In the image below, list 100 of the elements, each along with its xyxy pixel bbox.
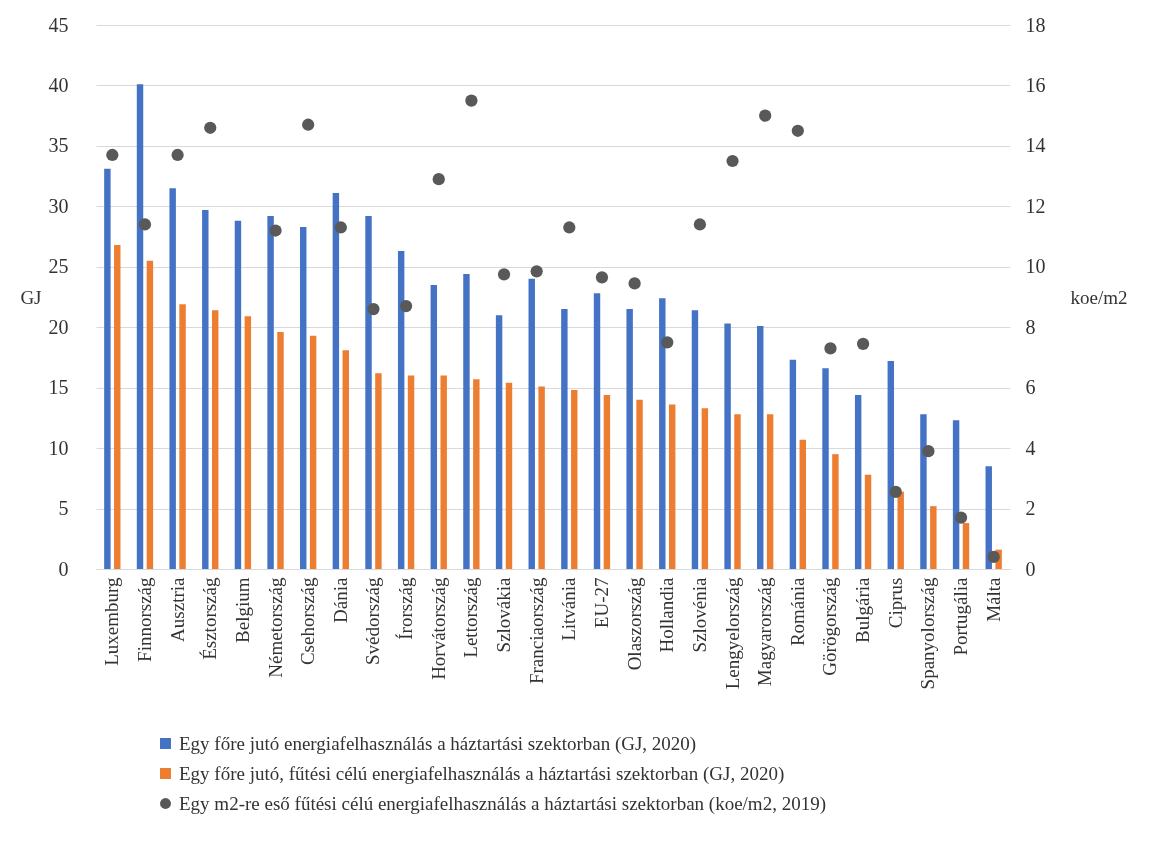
bar: [757, 326, 764, 569]
point: [399, 299, 413, 313]
x-tick-label: Németország: [264, 577, 286, 678]
y2-tick-label: 6: [1025, 376, 1036, 399]
y2-tick-label: 12: [1025, 194, 1046, 217]
x-tick-label: Lengyelország: [721, 577, 743, 690]
point: [661, 336, 674, 349]
y2-tick-label: 10: [1025, 255, 1046, 278]
point: [530, 265, 543, 278]
x-tick-label: Görögország: [819, 577, 841, 676]
bar: [603, 394, 611, 569]
point: [334, 221, 347, 234]
bar: [930, 506, 937, 569]
x-tick-label: Spanyolország: [917, 577, 939, 690]
y-tick-label: 45: [48, 13, 69, 36]
point: [759, 109, 772, 122]
point: [269, 224, 282, 237]
bar: [789, 359, 797, 569]
bar: [636, 399, 643, 569]
point: [922, 445, 935, 458]
bar: [528, 278, 535, 569]
bar: [169, 188, 176, 569]
point: [367, 302, 380, 316]
point: [595, 271, 609, 284]
bar: [538, 386, 545, 569]
bar: [440, 375, 447, 569]
x-tick-label: Luxemburg: [101, 577, 123, 666]
point: [824, 342, 837, 355]
x-tick-label: Dánia: [329, 576, 351, 623]
bar: [897, 491, 904, 569]
point: [106, 148, 119, 162]
y2-tick-label: 4: [1025, 436, 1036, 459]
bar: [832, 454, 839, 569]
point: [171, 148, 184, 162]
x-tick-label: Horvátország: [427, 577, 449, 680]
x-tick-label: Bulgária: [852, 576, 874, 643]
bar: [473, 379, 480, 569]
point: [465, 94, 478, 107]
x-tick-label: EU-27: [590, 577, 612, 629]
x-tick-label: Portugália: [950, 576, 972, 656]
x-tick-label: Ciprus: [884, 577, 906, 629]
bar: [430, 284, 438, 569]
y-tick-label: 0: [58, 557, 69, 580]
point: [856, 337, 870, 350]
point: [889, 485, 902, 499]
x-tick-label: Franciaország: [525, 577, 547, 685]
bar: [505, 382, 513, 569]
y2-tick-label: 14: [1025, 134, 1046, 157]
y2-tick-label: 2: [1025, 497, 1036, 520]
y2-tick-label: 18: [1025, 13, 1046, 36]
y-tick-label: 15: [48, 376, 69, 399]
bar: [561, 309, 568, 569]
bar: [593, 293, 601, 569]
y-tick-label: 35: [48, 134, 69, 157]
bar: [375, 373, 382, 569]
bar: [104, 168, 111, 569]
bar: [799, 439, 806, 569]
bar: [822, 368, 829, 569]
bar: [309, 335, 317, 569]
point: [497, 268, 511, 281]
y-tick-label: 40: [48, 73, 69, 96]
bar: [277, 332, 284, 569]
bar: [659, 298, 666, 569]
legend-label: Egy m2-re eső fűtési célú energiafelhasználás a háztartási szektorban (koe/m2, 2019): [179, 792, 826, 815]
x-tick-label: Szlovénia: [688, 576, 710, 653]
bar: [887, 361, 895, 569]
bar: [920, 414, 927, 569]
legend-label: Egy főre jutó energiafelhasználás a háztartási szektorban (GJ, 2020): [179, 732, 697, 755]
bar: [668, 404, 676, 569]
y2-axis-title: koe/m2: [1070, 286, 1128, 308]
bar: [342, 350, 349, 569]
x-tick-label: Lettország: [460, 577, 482, 658]
x-tick-label: Olaszország: [623, 577, 645, 671]
point: [628, 277, 641, 290]
point: [302, 118, 315, 131]
bar: [626, 309, 633, 569]
x-tick-label: Litvánia: [558, 576, 580, 641]
x-tick-label: Románia: [786, 576, 808, 647]
bar: [332, 193, 340, 569]
bar: [952, 420, 960, 569]
point: [954, 511, 968, 524]
bar: [397, 251, 405, 569]
bar: [962, 523, 970, 569]
point: [432, 173, 445, 186]
x-tick-label: Magyarország: [754, 577, 776, 687]
x-tick-label: Szlovákia: [493, 576, 515, 653]
y-tick-label: 10: [48, 436, 69, 459]
bar: [114, 245, 121, 569]
bar: [854, 394, 862, 569]
x-tick-label: Svédország: [362, 577, 384, 666]
y2-tick-label: 16: [1025, 73, 1046, 96]
bar: [146, 260, 154, 569]
y-tick-label: 20: [48, 315, 69, 338]
bar: [136, 84, 144, 569]
legend-label: Egy főre jutó, fűtési célú energiafelhasználás a háztartási szektorban (GJ, 2020): [179, 762, 785, 785]
bar: [701, 408, 709, 569]
bar: [244, 316, 252, 569]
bar: [495, 315, 503, 569]
bar: [463, 274, 470, 569]
point: [987, 550, 1000, 564]
